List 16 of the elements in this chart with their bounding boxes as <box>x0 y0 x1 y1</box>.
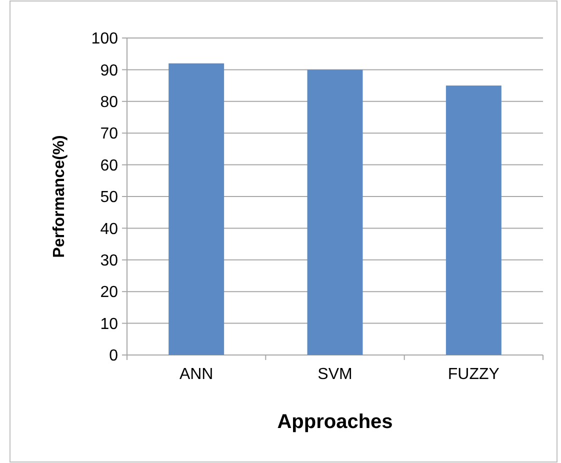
x-axis-title: Approaches <box>277 411 393 433</box>
y-tick-label: 0 <box>109 348 118 365</box>
y-tick-label: 70 <box>100 126 118 143</box>
y-tick-label: 10 <box>100 316 118 333</box>
y-tick-label: 40 <box>100 220 118 238</box>
y-tick-label: 60 <box>100 157 118 174</box>
y-tick-label: 90 <box>100 62 118 80</box>
y-tick-label: 100 <box>91 30 118 48</box>
x-tick-label: FUZZY <box>448 366 500 383</box>
y-axis-title: Performance(%) <box>51 135 68 258</box>
y-tick-label: 80 <box>100 94 118 111</box>
x-tick-label: SVM <box>318 366 352 383</box>
y-tick-label: 50 <box>100 189 118 206</box>
y-tick-label: 20 <box>100 284 118 302</box>
y-tick-label: 30 <box>100 252 118 270</box>
x-tick-label: ANN <box>179 366 214 383</box>
